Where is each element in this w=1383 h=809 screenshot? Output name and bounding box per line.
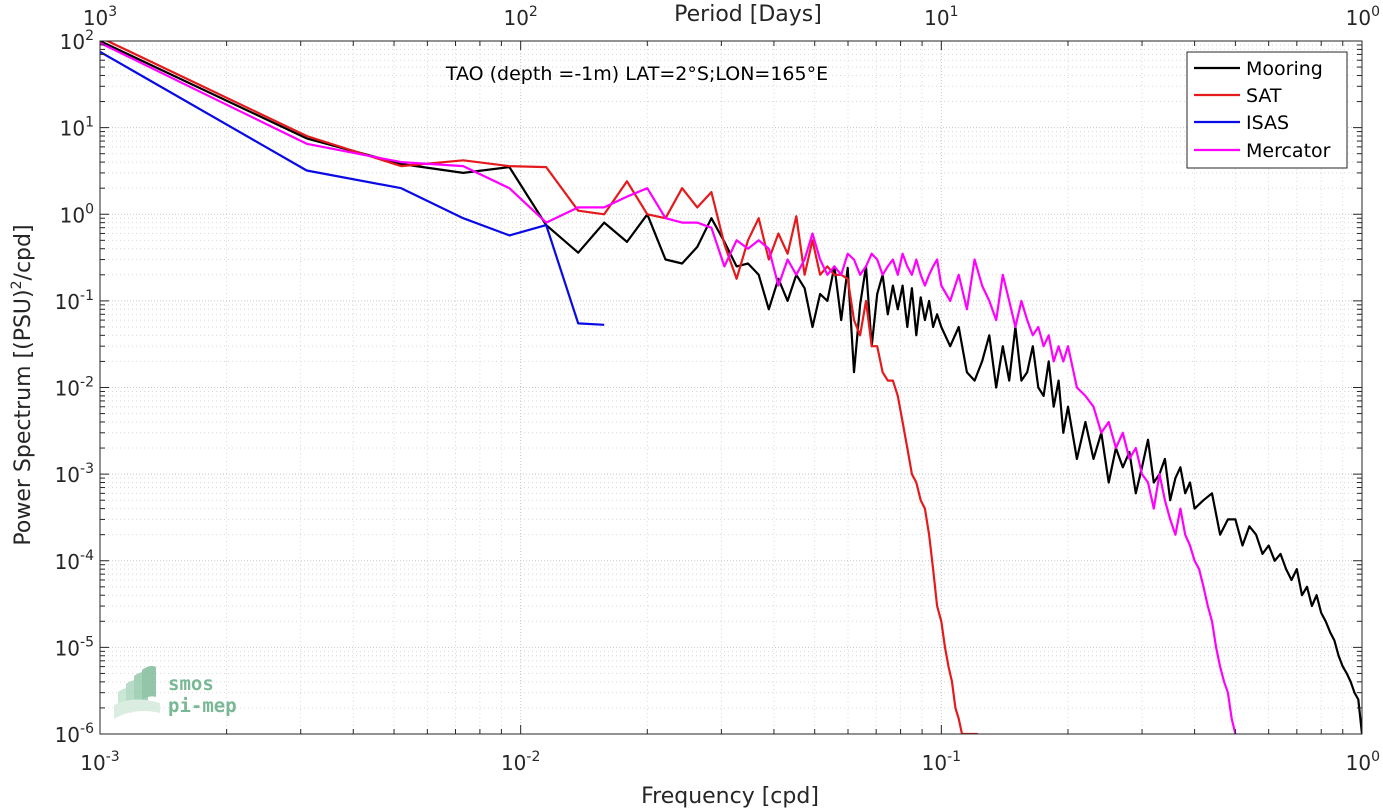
y-tick-label-base: 10 (55, 463, 80, 487)
y-tick-label: 102 (60, 28, 94, 54)
top-tick-labels: 103 102 101 100 (83, 4, 1380, 30)
x-tick-label-exp: -1 (947, 749, 961, 765)
smos-pimep-logo: smos pi-mep (114, 666, 237, 719)
legend-label-isas: ISAS (1246, 112, 1289, 134)
y-tick-label: 10-4 (55, 548, 95, 574)
top-tick-label-base: 10 (83, 6, 108, 30)
legend-label-mercator: Mercator (1246, 140, 1331, 162)
y-tick-label: 10-2 (55, 375, 94, 401)
station-annotation: TAO (depth =-1m) LAT=2°S;LON=165°E (445, 63, 828, 85)
top-tick-label-exp: 0 (1371, 4, 1380, 20)
y-tick-label-exp: -1 (80, 288, 94, 304)
x-tick-label-exp: -3 (106, 749, 120, 765)
y-tick-label-base: 10 (55, 377, 80, 401)
y-axis-title-sup: 2 (9, 280, 25, 289)
series-line-mooring (100, 41, 1362, 734)
x-tick-label: 10-1 (922, 749, 961, 775)
x-tick-label-exp: -2 (526, 749, 540, 765)
logo-text-smos: smos (168, 673, 214, 695)
y-tick-label: 10-1 (55, 288, 94, 314)
y-tick-label: 10-6 (55, 721, 95, 747)
y-tick-label-base: 10 (55, 550, 80, 574)
y-tick-label-exp: -5 (80, 634, 94, 650)
y-tick-label-exp: 0 (85, 201, 94, 217)
y-tick-label-exp: 1 (85, 115, 94, 131)
x-tick-label-exp: 0 (1371, 749, 1380, 765)
legend-label-mooring: Mooring (1246, 58, 1323, 80)
legend: Mooring SAT ISAS Mercator (1186, 51, 1348, 169)
top-tick-label-exp: 1 (950, 4, 959, 20)
y-axis-title-tail: /cpd] (11, 224, 36, 280)
y-tick-label-base: 10 (55, 636, 80, 660)
legend-label-sat: SAT (1246, 85, 1282, 107)
y-tick-label-base: 10 (60, 30, 85, 54)
top-tick-label: 100 (1346, 4, 1380, 30)
top-tick-label-exp: 3 (108, 4, 117, 20)
y-tick-label: 100 (60, 201, 94, 227)
y-tick-label-exp: -3 (80, 461, 94, 477)
logo-icon (114, 666, 160, 719)
y-tick-label: 10-3 (55, 461, 94, 487)
top-tick-label-base: 10 (924, 6, 949, 30)
y-tick-label-base: 10 (55, 723, 80, 747)
top-axis-title: Period [Days] (674, 2, 822, 27)
top-tick-label: 101 (924, 4, 958, 30)
legend-box (1186, 51, 1348, 169)
x-axis-title: Frequency [cpd] (641, 784, 819, 809)
x-tick-label: 10-2 (501, 749, 540, 775)
y-tick-label: 101 (60, 115, 94, 141)
series-line-mercator (100, 41, 1237, 734)
y-tick-label: 10-5 (55, 634, 94, 660)
top-tick-label: 102 (503, 4, 537, 30)
x-tick-label-base: 10 (1346, 751, 1371, 775)
series-layer (100, 41, 1362, 734)
top-tick-label-base: 10 (503, 6, 528, 30)
y-tick-label-exp: -6 (80, 721, 94, 737)
y-axis-title-main: Power Spectrum [(PSU) (11, 289, 36, 545)
y-tick-label-base: 10 (60, 117, 85, 141)
x-tick-label-base: 10 (922, 751, 947, 775)
x-tick-label: 10-3 (80, 749, 119, 775)
y-tick-label-exp: -2 (80, 375, 94, 391)
y-tick-label-exp: 2 (85, 28, 94, 44)
series-line-isas (100, 50, 605, 326)
x-tick-label-base: 10 (501, 751, 526, 775)
y-axis-title: Power Spectrum [(PSU)2/cpd] (9, 224, 36, 545)
x-tick-label: 100 (1346, 749, 1380, 775)
y-tick-label-base: 10 (60, 203, 85, 227)
series-line-sat (104, 41, 978, 734)
logo-text-pimep: pi-mep (168, 695, 237, 717)
top-tick-label-exp: 2 (529, 4, 538, 20)
top-tick-label-base: 10 (1346, 6, 1371, 30)
x-tick-label-base: 10 (80, 751, 105, 775)
y-tick-label-base: 10 (55, 290, 80, 314)
y-tick-label-exp: -4 (80, 548, 94, 564)
x-tick-labels: 10-3 10-2 10-1 100 (80, 749, 1380, 775)
top-tick-label: 103 (83, 4, 117, 30)
ticks-layer (99, 40, 1363, 735)
